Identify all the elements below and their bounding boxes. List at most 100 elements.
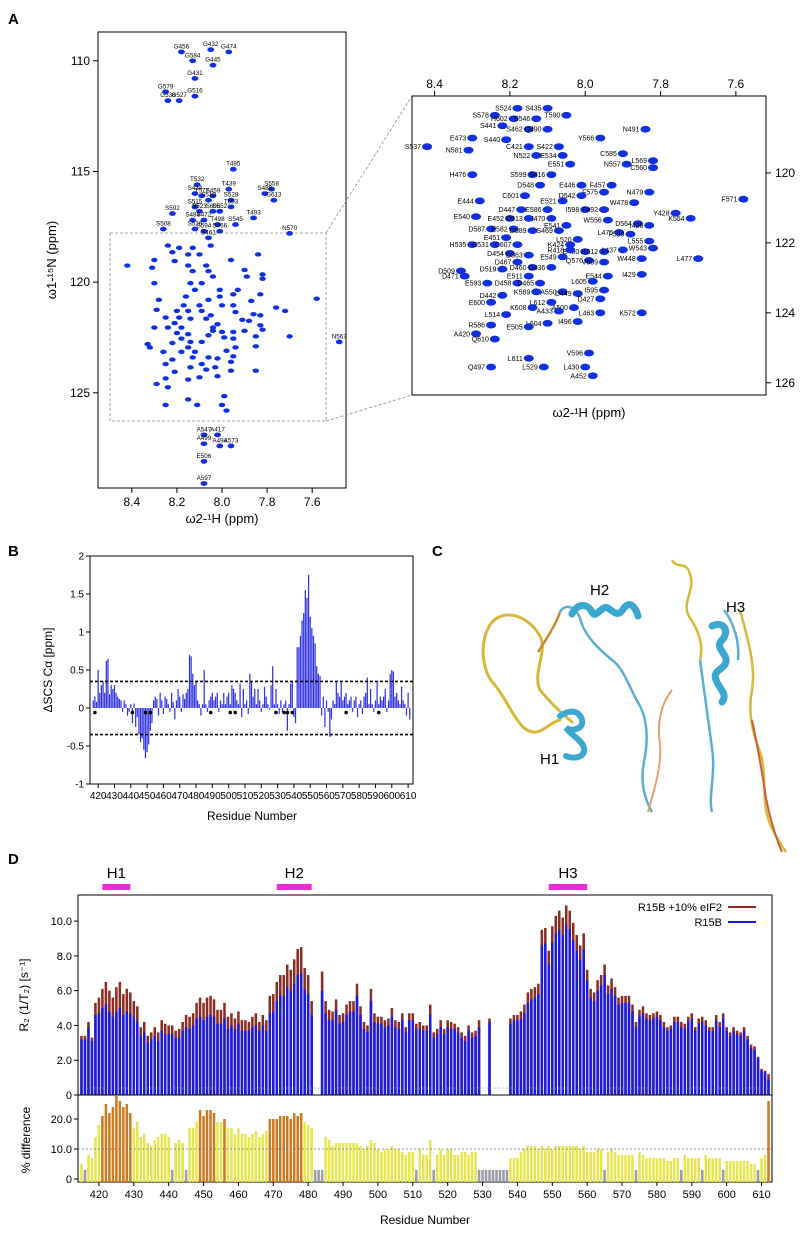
diff-bar — [453, 1155, 456, 1182]
panel-a-inset-x-label: ω2-¹H (ppm) — [553, 405, 626, 420]
r2-bar-free — [352, 1011, 355, 1095]
nmr-peak — [523, 251, 534, 259]
nmr-peak-unlabeled — [198, 361, 205, 367]
diff-bar — [422, 1155, 425, 1182]
r2-bar-free — [512, 1020, 516, 1095]
dscs-bar — [399, 704, 401, 708]
r2-bar-free — [115, 1011, 118, 1095]
diff-bar — [721, 1170, 725, 1182]
r2-bar-free — [700, 1021, 704, 1095]
nmr-peak-unlabeled — [162, 402, 169, 408]
dscs-bar — [141, 708, 143, 739]
diff-bar — [418, 1149, 422, 1182]
nmr-peak — [286, 231, 294, 236]
nmr-peak-unlabeled — [207, 243, 214, 248]
r2-bar-free — [275, 1001, 279, 1095]
r2-bar-free — [143, 1032, 146, 1095]
nmr-peak-label: S469 — [537, 228, 553, 235]
r2-bar-free — [442, 1034, 446, 1095]
x-tick-label: 510 — [237, 791, 254, 802]
r2-bar-free — [749, 1048, 753, 1095]
nmr-peak — [205, 235, 212, 241]
diff-bar — [237, 1128, 240, 1182]
r2-bar-free — [767, 1079, 770, 1095]
diff-bar — [714, 1158, 718, 1182]
diff-bar — [673, 1158, 676, 1182]
dscs-bar — [166, 698, 168, 708]
x-tick-label: 530 — [269, 791, 286, 802]
helix-h2-ribbon — [568, 601, 642, 620]
dscs-bar — [342, 700, 344, 708]
diff-bar — [313, 1170, 317, 1182]
dscs-bar — [97, 670, 99, 708]
dscs-bar — [232, 689, 235, 708]
panel-label-b: B — [8, 543, 19, 560]
nmr-peak-label: L430 — [564, 365, 580, 372]
r2-bar-free — [697, 1023, 701, 1095]
r2-bar-free — [613, 995, 617, 1095]
nmr-peak-label: F492 — [582, 207, 598, 214]
nmr-peak-unlabeled — [148, 265, 156, 270]
r2-bar-free — [428, 1015, 432, 1095]
dscs-bar — [311, 628, 313, 708]
diff-bar — [170, 1170, 174, 1182]
r2-bar-free — [188, 1028, 191, 1095]
nmr-peak — [546, 263, 557, 271]
nmr-peak-unlabeled — [230, 292, 237, 297]
dscs-bar — [104, 692, 106, 708]
panel-label-a: A — [8, 11, 19, 28]
diff-bar — [589, 1152, 592, 1182]
nmr-peak-label: E549 — [540, 254, 556, 261]
y-tick-label: -1 — [75, 780, 84, 791]
dscs-bar — [306, 597, 308, 708]
nmr-peak-label: E521 — [540, 198, 556, 205]
nmr-peak — [636, 309, 647, 317]
panel-b-thresholds — [90, 680, 413, 736]
nmr-peak-label: T532 — [190, 176, 205, 183]
r2-bar-free — [554, 933, 558, 1095]
diff-bar — [568, 1146, 571, 1182]
nmr-peak-unlabeled — [171, 369, 178, 374]
diff-bar — [683, 1155, 687, 1182]
missing-residue-dot — [274, 710, 278, 715]
r2-bar-free — [714, 1020, 718, 1095]
nmr-peak — [486, 298, 497, 306]
diff-bar — [362, 1149, 366, 1182]
dscs-bar — [263, 686, 266, 708]
nmr-peak-label: K572 — [619, 310, 635, 317]
dscs-bar — [161, 700, 163, 708]
nmr-peak-unlabeled — [169, 250, 176, 255]
nmr-peak — [516, 206, 527, 214]
nmr-peak — [527, 171, 538, 179]
nmr-peak-label: A573 — [224, 437, 239, 444]
y-tick-label: 1.5 — [70, 590, 84, 601]
nmr-peak-unlabeled — [203, 263, 210, 268]
nmr-peak — [644, 188, 655, 196]
diff-bar — [756, 1170, 760, 1182]
nmr-peak-label: S462 — [506, 127, 522, 134]
diff-bar — [310, 1128, 313, 1182]
r2-bar-free — [205, 1016, 209, 1095]
nmr-peak — [191, 191, 199, 196]
diff-bar — [129, 1113, 132, 1182]
r2-bar-free — [383, 1027, 387, 1095]
nmr-peak-unlabeled — [227, 359, 235, 365]
nmr-peak — [565, 241, 576, 249]
dscs-bar — [316, 666, 318, 708]
nmr-peak — [535, 181, 546, 189]
diff-bar — [209, 1110, 212, 1182]
nmr-peak-unlabeled — [248, 298, 255, 304]
dscs-bar — [94, 696, 96, 708]
nmr-peak-label: G613 — [266, 192, 282, 199]
diff-bar — [296, 1116, 299, 1182]
panel-d-x-label: Residue Number — [380, 1213, 470, 1227]
nmr-peak-label: S537 — [405, 144, 421, 151]
nmr-peak-unlabeled — [191, 287, 199, 293]
nmr-peak — [198, 193, 206, 199]
nmr-peak-unlabeled — [223, 408, 230, 413]
diff-bar — [554, 1146, 558, 1182]
x-tick-label: 450 — [139, 791, 156, 802]
dscs-bar — [337, 692, 339, 708]
nmr-peak — [599, 206, 610, 214]
nmr-peak-label: S526 — [188, 221, 203, 228]
